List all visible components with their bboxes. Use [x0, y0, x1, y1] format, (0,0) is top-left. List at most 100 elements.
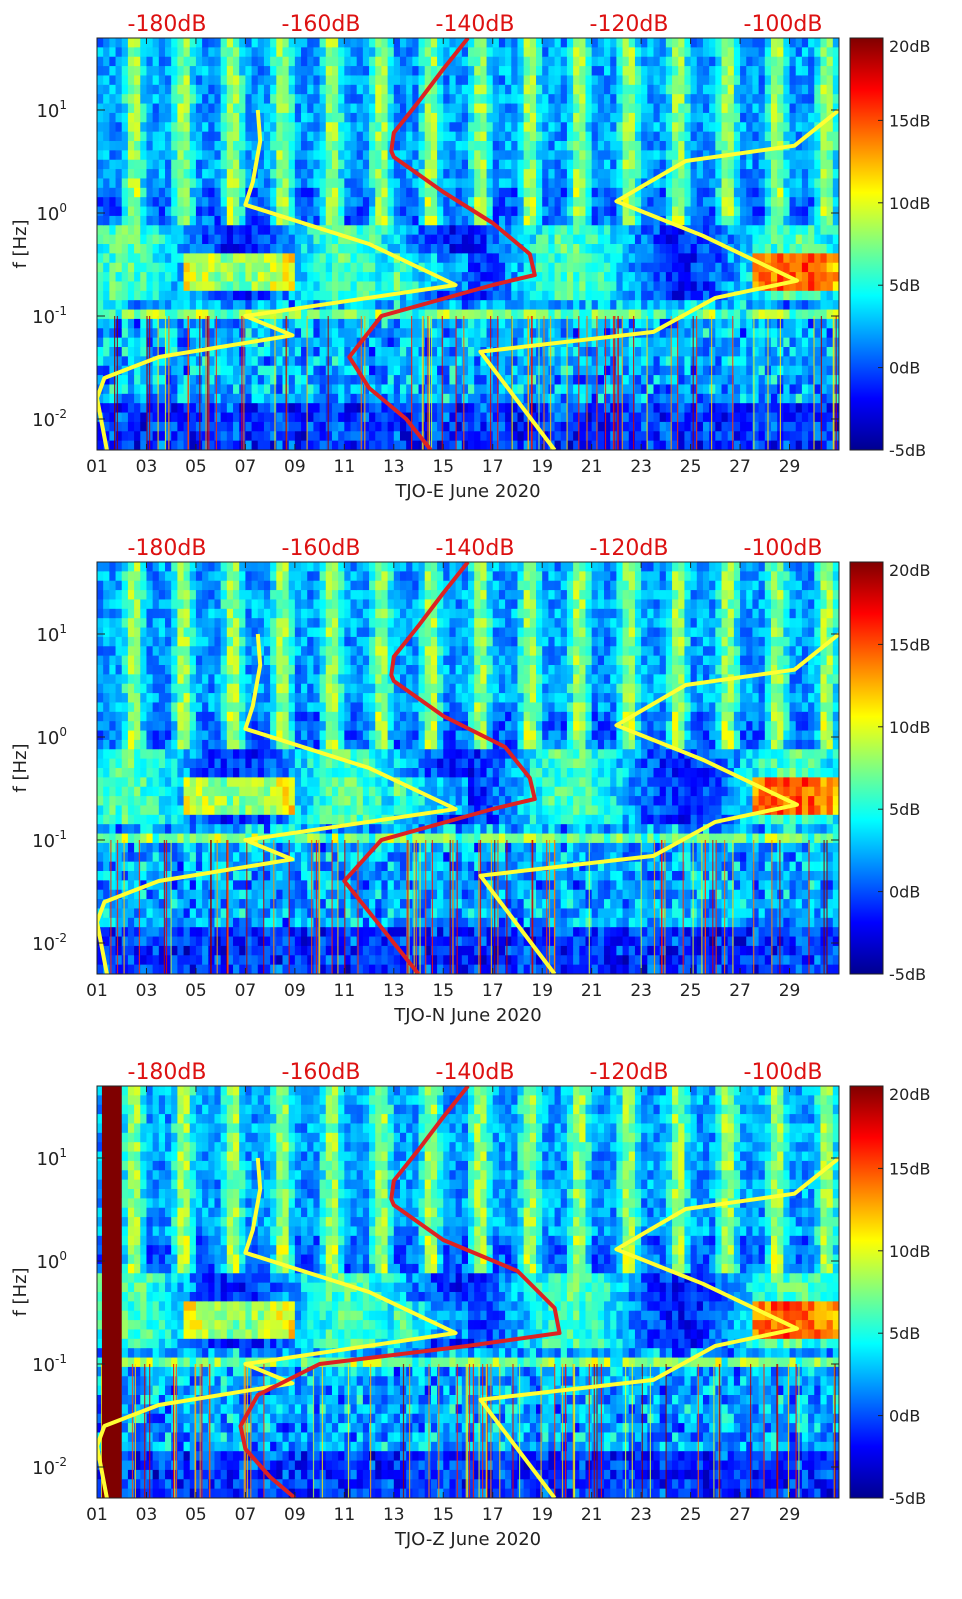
colorbar: 20dB 15dB 10dB 5dB 0dB -5dB	[849, 37, 931, 460]
top-db-label: -100dB	[744, 536, 823, 561]
x-tick-label: 13	[383, 981, 405, 1001]
x-tick-label: 01	[86, 457, 108, 477]
curve-red-curve	[347, 38, 537, 450]
colorbar-tick-label: 10dB	[889, 1242, 931, 1261]
colorbar-tick-label: 15dB	[889, 111, 931, 130]
colorbar-tick-label: 20dB	[889, 1085, 931, 1104]
curve-right-yellow-curve	[478, 632, 839, 974]
x-tick-label: 07	[235, 981, 257, 1001]
curve-right-yellow-curve	[478, 108, 839, 450]
y-tick-label: 10-2	[32, 407, 67, 431]
x-tick-label: 27	[729, 457, 751, 477]
colorbar-tick-label: 0dB	[889, 1407, 920, 1426]
colorbar-tick-label: 10dB	[889, 718, 931, 737]
curve-right-yellow-curve	[478, 1156, 839, 1498]
curve-left-yellow-curve	[97, 109, 458, 450]
y-axis-label: f [Hz]	[10, 219, 31, 268]
x-tick-label: 03	[136, 1505, 158, 1525]
x-tick-label: 27	[729, 981, 751, 1001]
y-tick-label: 100	[36, 201, 67, 225]
x-tick-label: 05	[185, 457, 207, 477]
panel-1: 01 03 05 07 09 11 13 15 17 19 21 23 25 27 29 TJO-E June…	[10, 12, 931, 502]
colorbar: 20dB 15dB 10dB 5dB 0dB -5dB	[849, 561, 931, 984]
x-tick-label: 15	[432, 457, 454, 477]
colorbar-tick-label: 10dB	[889, 194, 931, 213]
x-tick-label: 29	[779, 1505, 801, 1525]
top-db-label: -140dB	[436, 536, 515, 561]
x-tick-label: 07	[235, 1505, 257, 1525]
y-tick-label: 10-1	[32, 304, 67, 328]
colorbar-tick-label: -5dB	[889, 441, 926, 460]
x-tick-label: 27	[729, 1505, 751, 1525]
spectrogram	[97, 1086, 839, 1498]
y-tick-label: 10-1	[32, 828, 67, 852]
x-tick-label: 25	[680, 457, 702, 477]
x-tick-label: 15	[432, 1505, 454, 1525]
spectrogram	[97, 38, 839, 450]
x-tick-label: 09	[284, 981, 306, 1001]
top-db-label: -140dB	[436, 12, 515, 37]
x-axis-label: TJO-E June 2020	[394, 481, 540, 502]
top-db-label: -160dB	[282, 536, 361, 561]
top-db-label: -180dB	[128, 12, 207, 37]
x-tick-label: 05	[185, 981, 207, 1001]
x-axis-label: TJO-Z June 2020	[394, 1529, 541, 1550]
y-tick-label: 101	[36, 98, 67, 122]
colorbar-tick-label: 5dB	[889, 800, 920, 819]
panel-2: 01 03 05 07 09 11 13 15 17 19 21 23 25 27 29 TJO-N June…	[10, 536, 931, 1026]
curve-left-yellow-curve	[97, 1157, 458, 1498]
x-tick-label: 05	[185, 1505, 207, 1525]
y-tick-label: 100	[36, 1249, 67, 1273]
colorbar-tick-label: 5dB	[889, 276, 920, 295]
top-db-label: -100dB	[744, 1060, 823, 1085]
top-db-label: -180dB	[128, 536, 207, 561]
x-axis-label: TJO-N June 2020	[393, 1005, 541, 1026]
top-db-label: -120dB	[590, 1060, 669, 1085]
y-axis-label: f [Hz]	[10, 743, 31, 792]
x-tick-label: 23	[630, 457, 652, 477]
top-db-label: -120dB	[590, 12, 669, 37]
x-tick-label: 23	[630, 981, 652, 1001]
x-tick-label: 19	[531, 457, 553, 477]
x-tick-label: 07	[235, 457, 257, 477]
x-tick-label: 09	[284, 457, 306, 477]
plot-frame	[96, 37, 840, 451]
spectrogram	[97, 562, 839, 974]
curve-left-yellow-curve	[97, 633, 458, 974]
y-tick-label: 100	[36, 725, 67, 749]
x-tick-label: 11	[334, 981, 356, 1001]
colorbar-tick-label: 20dB	[889, 37, 931, 56]
top-db-label: -160dB	[282, 1060, 361, 1085]
x-tick-label: 23	[630, 1505, 652, 1525]
curve-red-curve	[238, 1086, 562, 1498]
x-tick-label: 17	[482, 457, 504, 477]
colorbar-tick-label: 0dB	[889, 359, 920, 378]
x-tick-label: 19	[531, 1505, 553, 1525]
x-tick-label: 29	[779, 981, 801, 1001]
y-tick-label: 101	[36, 622, 67, 646]
top-db-label: -180dB	[128, 1060, 207, 1085]
x-tick-label: 03	[136, 457, 158, 477]
colorbar: 20dB 15dB 10dB 5dB 0dB -5dB	[849, 1085, 931, 1508]
y-tick-label: 10-2	[32, 1455, 67, 1479]
x-tick-label: 17	[482, 1505, 504, 1525]
x-tick-label: 11	[334, 1505, 356, 1525]
x-tick-label: 19	[531, 981, 553, 1001]
top-db-label: -120dB	[590, 536, 669, 561]
x-tick-label: 17	[482, 981, 504, 1001]
x-tick-label: 13	[383, 457, 405, 477]
y-tick-label: 10-2	[32, 931, 67, 955]
y-tick-label: 101	[36, 1146, 67, 1170]
plot-frame	[96, 1085, 840, 1499]
x-tick-label: 01	[86, 981, 108, 1001]
x-tick-label: 15	[432, 981, 454, 1001]
top-db-label: -100dB	[744, 12, 823, 37]
x-tick-label: 21	[581, 1505, 603, 1525]
colorbar-tick-label: -5dB	[889, 1489, 926, 1508]
x-tick-label: 11	[334, 457, 356, 477]
y-axis-label: f [Hz]	[10, 1267, 31, 1316]
x-tick-label: 09	[284, 1505, 306, 1525]
x-tick-label: 13	[383, 1505, 405, 1525]
x-tick-label: 25	[680, 981, 702, 1001]
